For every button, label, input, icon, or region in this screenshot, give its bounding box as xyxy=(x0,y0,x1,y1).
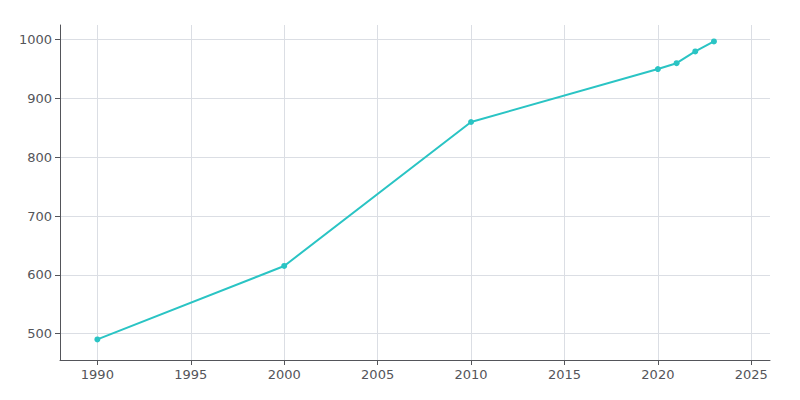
svg-text:1990: 1990 xyxy=(81,367,114,382)
svg-text:1995: 1995 xyxy=(174,367,207,382)
svg-text:800: 800 xyxy=(27,150,52,165)
svg-text:1000: 1000 xyxy=(19,32,52,47)
svg-text:2025: 2025 xyxy=(735,367,768,382)
svg-text:500: 500 xyxy=(27,326,52,341)
svg-text:900: 900 xyxy=(27,91,52,106)
svg-text:2010: 2010 xyxy=(455,367,488,382)
svg-text:2000: 2000 xyxy=(268,367,301,382)
svg-text:2005: 2005 xyxy=(361,367,394,382)
svg-text:600: 600 xyxy=(27,267,52,282)
svg-text:2020: 2020 xyxy=(641,367,674,382)
svg-text:700: 700 xyxy=(27,209,52,224)
svg-text:2015: 2015 xyxy=(548,367,581,382)
